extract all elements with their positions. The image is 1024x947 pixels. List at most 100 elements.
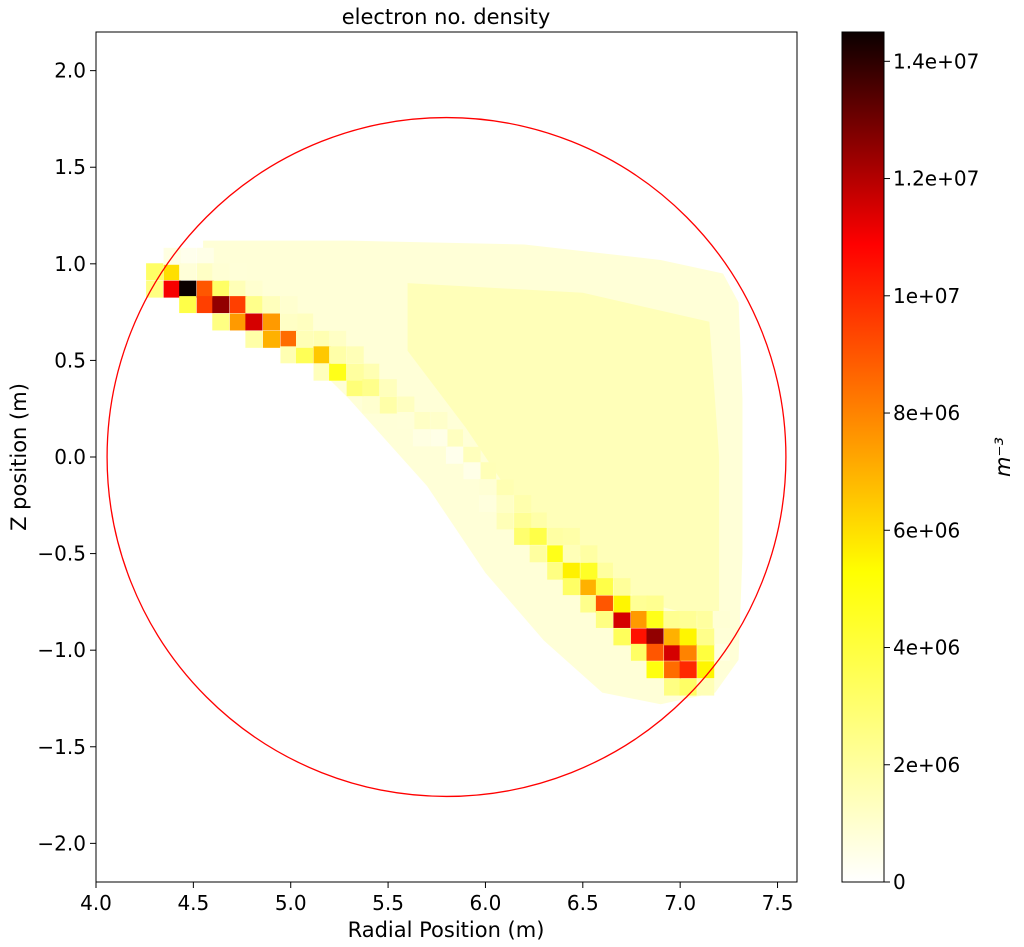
density-cell [562,578,580,596]
density-cell [679,643,697,661]
density-cell [163,263,181,281]
density-cell [179,296,197,314]
y-tick-label: 0.5 [54,348,86,372]
density-cell [412,429,430,447]
y-tick-label: −1.0 [37,638,86,662]
density-cell [479,479,497,497]
colorbar-tick-label: 1.4e+07 [893,49,979,73]
density-cell [595,610,613,628]
density-cell [245,296,263,314]
density-cell [664,678,682,696]
y-tick-label: 1.0 [54,252,86,276]
x-tick-label: 7.0 [664,891,696,915]
colorbar-tick-label: 0 [893,870,906,894]
density-cell [646,628,664,646]
x-axis-label: Radial Position (m) [348,918,545,942]
density-cell [712,610,730,628]
x-tick-label: 5.5 [372,891,404,915]
colorbar: 0 2e+06 4e+06 6e+06 8e+06 1e+07 1.2e+07 1.4e+07… [841,31,1015,894]
density-cell [329,363,347,381]
density-cell [679,678,697,696]
density-cell [196,263,214,281]
colorbar-label: m⁻³ [991,437,1015,477]
density-cell [346,363,364,381]
density-cell [496,512,514,530]
density-cell [580,578,598,596]
density-cell [296,346,314,364]
y-tick-label: 1.5 [54,155,86,179]
y-tick-label: −2.0 [37,831,86,855]
density-cell [479,495,497,513]
density-cell [664,643,682,661]
density-cell [514,527,532,545]
density-cell [529,545,547,563]
density-cell [212,296,230,314]
density-cell [697,628,715,646]
density-cell [329,346,347,364]
chart-title: electron no. density [342,5,551,29]
density-cell [463,462,481,480]
density-cell [146,263,164,281]
y-tick-label: −0.5 [37,542,86,566]
x-tick-label: 6.0 [470,891,502,915]
density-cell [463,446,481,464]
density-cell [664,628,682,646]
density-cell [562,527,580,545]
x-tick-label: 6.5 [567,891,599,915]
density-cell [479,462,497,480]
density-cell [196,280,214,298]
density-cell [630,610,649,628]
density-cell [362,363,380,381]
x-tick-label: 5.0 [275,891,307,915]
density-cell [646,643,664,661]
density-cell [313,363,331,381]
density-cell [212,313,230,331]
density-cell [514,512,532,530]
density-cell [196,247,214,265]
density-cell [697,610,715,628]
density-cell [430,429,448,447]
density-cell [313,346,331,364]
x-tick-label: 4.5 [177,891,209,915]
density-cell [280,346,298,364]
density-cell [196,296,214,314]
colorbar-tick-label: 8e+06 [893,401,960,425]
density-cell [697,678,715,696]
density-cell [245,280,263,298]
density-cell [562,562,580,580]
density-cell [496,479,514,497]
density-cell [580,545,598,563]
density-cell [595,578,613,596]
density-cell [346,379,364,397]
density-cell [212,263,230,281]
colorbar-ticks: 0 2e+06 4e+06 6e+06 8e+06 1e+07 1.2e+07 1.4e+07 [884,49,979,894]
density-cell [229,313,247,331]
density-soft-core [407,283,720,622]
density-cell [529,512,547,530]
x-axis-ticks: 4.0 4.5 5.0 5.5 6.0 6.5 7.0 7.5 [80,882,793,915]
x-tick-label: 7.5 [762,891,794,915]
density-cell [296,313,314,331]
density-cell [179,263,197,281]
density-cell [646,661,664,679]
density-cell [613,610,631,628]
density-cell [664,661,682,679]
colorbar-gradient [841,31,885,883]
y-tick-label: −1.5 [37,735,86,759]
colorbar-tick-label: 6e+06 [893,518,960,542]
density-cell [229,263,247,281]
colorbar-tick-label: 1.2e+07 [893,167,979,191]
density-cell [280,330,298,348]
density-cell [613,595,631,613]
density-cell [430,412,448,429]
density-cell [547,545,565,563]
boundary-circle [106,116,787,798]
density-cell [697,661,715,679]
density-cell [397,412,415,429]
density-cell [445,429,464,447]
density-cell [280,313,298,331]
density-cell [346,346,364,364]
density-cell [562,545,580,563]
density-cell [296,330,314,348]
